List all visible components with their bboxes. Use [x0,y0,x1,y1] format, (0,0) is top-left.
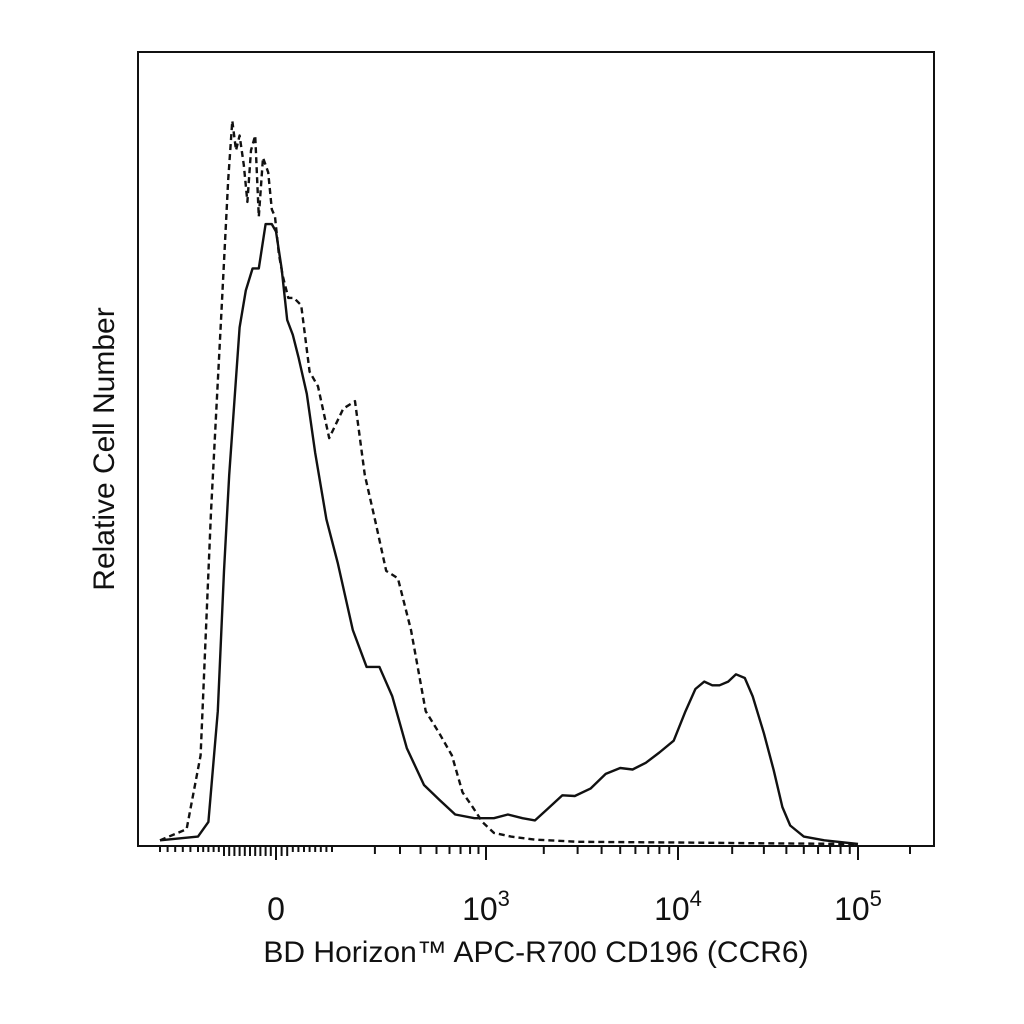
tick-label-base: 10 [834,891,870,927]
tick-label-exponent: 5 [870,886,882,911]
x-tick-label: 105 [834,886,882,927]
series-line-solid [159,222,859,846]
x-tick-label: 0 [267,891,285,927]
x-axis-ticks [159,846,911,860]
tick-label-exponent: 3 [498,886,510,911]
series-line-dashed [159,119,859,846]
tick-label-base: 0 [267,891,285,927]
y-axis-title: Relative Cell Number [88,307,121,590]
x-tick-label: 104 [654,886,702,927]
series-layer [159,119,859,846]
plot-frame [137,51,935,847]
x-axis-tick-labels: 0 103 104 105 [267,886,882,927]
tick-label-exponent: 4 [690,886,702,911]
tick-label-base: 10 [462,891,498,927]
x-tick-label: 103 [462,886,510,927]
x-axis-title: BD Horizon™ APC-R700 CD196 (CCR6) [263,936,808,969]
tick-label-base: 10 [654,891,690,927]
